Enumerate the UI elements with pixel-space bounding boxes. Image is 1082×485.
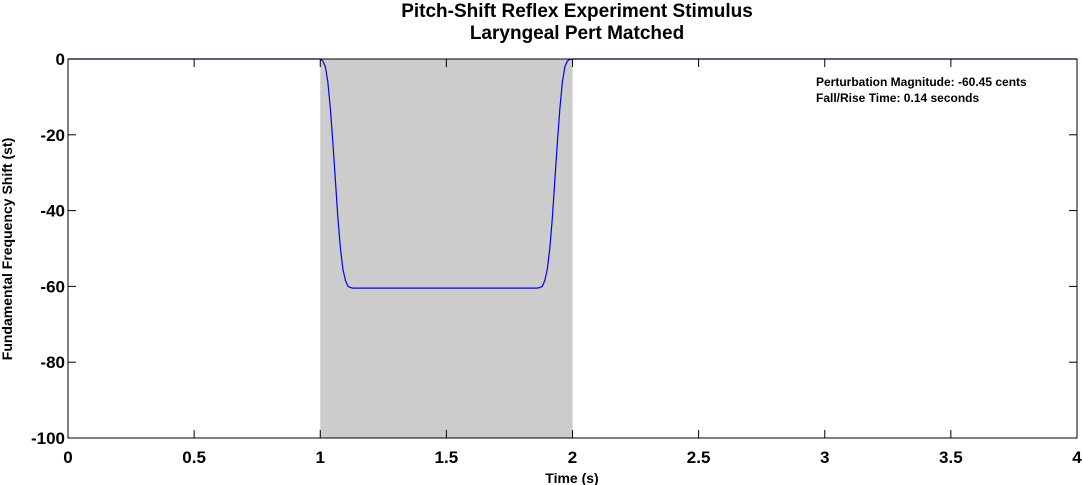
x-axis-ticks: 0 0.5 1 1.5 2 2.5 3 3.5 4 — [63, 59, 1082, 467]
y-tick-label: -40 — [40, 202, 65, 221]
y-axis-ticks: 0 -20 -40 -60 -80 -100 — [31, 50, 1077, 448]
chart-title: Pitch-Shift Reflex Experiment Stimulus — [401, 1, 753, 22]
annotation-magnitude: Perturbation Magnitude: -60.45 cents — [816, 75, 1027, 89]
x-tick-label: 3.5 — [939, 448, 963, 467]
chart-subtitle: Laryngeal Pert Matched — [470, 23, 684, 44]
annotation-fall-rise-time: Fall/Rise Time: 0.14 seconds — [816, 91, 980, 105]
x-axis-label: Time (s) — [545, 470, 598, 485]
x-tick-label: 3 — [820, 448, 829, 467]
x-tick-label: 1.5 — [435, 448, 459, 467]
x-tick-label: 2 — [568, 448, 577, 467]
x-tick-label: 0.5 — [182, 448, 206, 467]
plot-area — [67, 58, 1078, 439]
y-tick-label: -60 — [40, 277, 65, 296]
x-tick-label: 1 — [316, 448, 325, 467]
y-axis-label: Fundamental Frequency Shift (st) — [0, 138, 15, 360]
x-tick-label: 0 — [63, 448, 72, 467]
x-tick-label: 4 — [1072, 448, 1082, 467]
y-tick-label: -20 — [40, 126, 65, 145]
y-tick-label: 0 — [56, 50, 65, 69]
x-tick-label: 2.5 — [687, 448, 711, 467]
perturbation-shaded-region — [320, 59, 573, 438]
stimulus-line — [68, 58, 1077, 289]
y-tick-label: -100 — [31, 429, 65, 448]
y-tick-label: -80 — [40, 353, 65, 372]
